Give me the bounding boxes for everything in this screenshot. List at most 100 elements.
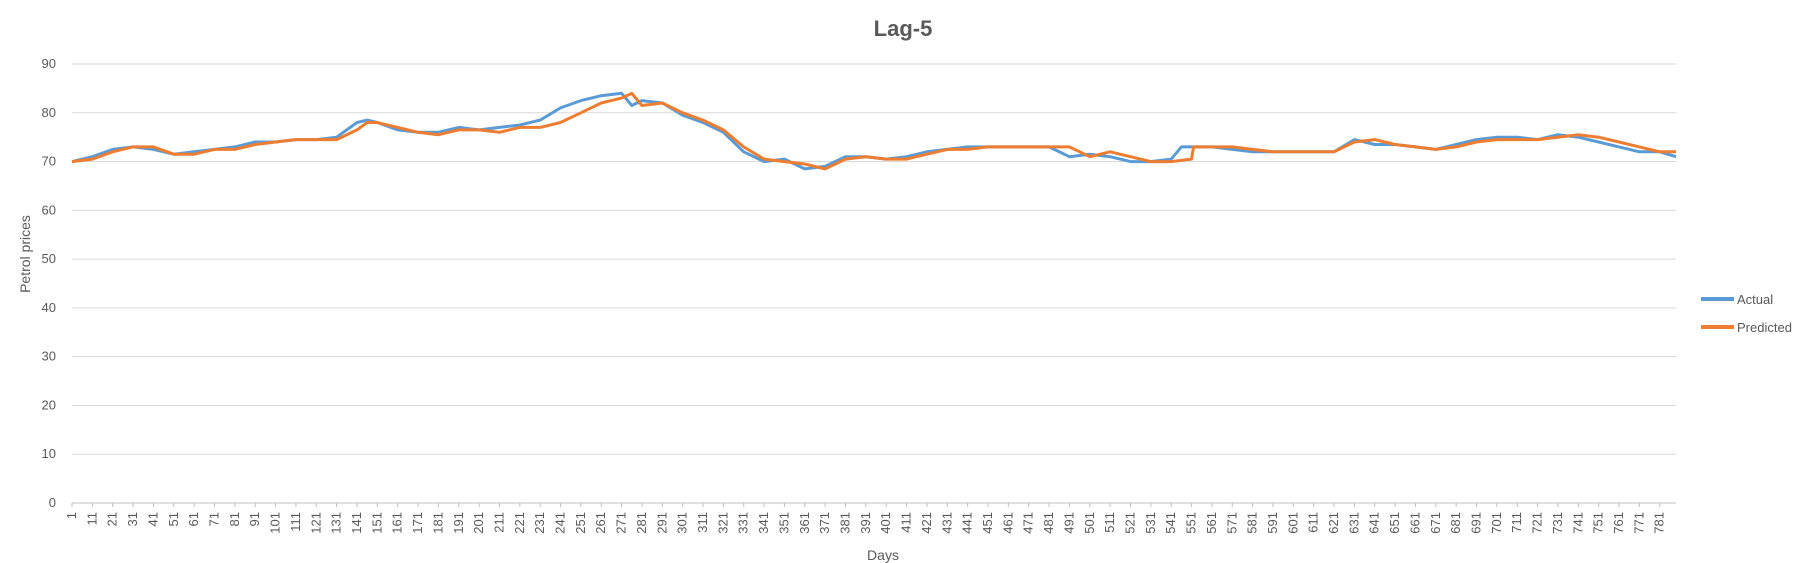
y-tick-label: 80 <box>42 105 56 120</box>
x-tick-label: 371 <box>817 512 832 534</box>
legend-label-actual: Actual <box>1737 292 1773 307</box>
gridlines <box>72 63 1676 504</box>
y-tick-label: 0 <box>49 495 56 510</box>
x-tick-label: 231 <box>532 512 547 534</box>
series-line-predicted <box>71 91 1676 171</box>
x-tick-label: 201 <box>471 512 486 534</box>
x-tick-label: 631 <box>1346 512 1361 534</box>
x-tick-label: 581 <box>1245 512 1260 534</box>
x-tick-label: 351 <box>776 512 791 534</box>
x-tick-label: 281 <box>634 512 649 534</box>
y-tick-label: 70 <box>42 154 56 169</box>
x-tick-label: 111 <box>288 512 303 532</box>
series-lines <box>71 91 1677 171</box>
x-tick-label: 131 <box>329 512 344 534</box>
chart-title: Lag-5 <box>874 16 933 41</box>
x-tick-label: 591 <box>1265 512 1280 534</box>
x-tick-label: 501 <box>1082 512 1097 534</box>
x-tick-label: 181 <box>430 512 445 534</box>
x-tick-label: 641 <box>1367 512 1382 534</box>
x-tick-label: 91 <box>247 512 262 526</box>
y-axis-ticks: 0 10 20 30 40 50 60 70 80 90 <box>42 56 56 510</box>
x-tick-label: 621 <box>1326 512 1341 534</box>
x-tick-label: 731 <box>1550 512 1565 534</box>
x-tick-label: 161 <box>390 512 405 534</box>
x-tick-label: 301 <box>675 512 690 534</box>
x-tick-label: 41 <box>145 512 160 526</box>
x-tick-label: 101 <box>268 512 283 534</box>
x-tick-label: 531 <box>1143 512 1158 534</box>
x-tick-label: 151 <box>369 512 384 534</box>
x-tick-label: 381 <box>838 512 853 534</box>
x-tick-label: 451 <box>980 512 995 534</box>
y-tick-label: 50 <box>42 251 56 266</box>
x-tick-label: 561 <box>1204 512 1219 534</box>
x-tick-label: 221 <box>512 512 527 534</box>
x-tick-label: 701 <box>1489 512 1504 534</box>
x-tick-label: 711 <box>1509 512 1524 533</box>
x-tick-label: 431 <box>939 512 954 534</box>
x-tick-label: 331 <box>736 512 751 534</box>
y-tick-label: 30 <box>42 349 56 364</box>
y-tick-label: 20 <box>42 397 56 412</box>
x-tick-label: 481 <box>1041 512 1056 534</box>
x-tick-label: 491 <box>1061 512 1076 534</box>
x-tick-label: 741 <box>1570 512 1585 534</box>
x-tick-label: 441 <box>960 512 975 534</box>
x-tick-label: 411 <box>899 512 914 533</box>
x-tick-label: 291 <box>654 512 669 534</box>
x-tick-label: 11 <box>84 512 99 526</box>
x-tick-label: 61 <box>186 512 201 526</box>
y-tick-label: 60 <box>42 202 56 217</box>
x-tick-label: 341 <box>756 512 771 534</box>
x-tick-label: 461 <box>1000 512 1015 534</box>
x-tick-label: 721 <box>1530 512 1545 534</box>
x-tick-label: 661 <box>1407 512 1422 534</box>
x-tick-label: 571 <box>1224 512 1239 534</box>
x-tick-label: 121 <box>308 512 323 534</box>
x-tick-label: 31 <box>125 512 140 526</box>
x-tick-label: 511 <box>1102 512 1117 533</box>
legend: Actual Predicted <box>1701 292 1792 335</box>
x-tick-label: 251 <box>573 512 588 534</box>
x-tick-label: 551 <box>1184 512 1199 534</box>
x-tick-label: 81 <box>227 512 242 526</box>
x-tick-label: 611 <box>1306 512 1321 533</box>
x-tick-label: 191 <box>451 512 466 534</box>
x-axis-title: Days <box>867 547 899 563</box>
x-tick-label: 1 <box>64 512 79 519</box>
x-tick-label: 471 <box>1021 512 1036 534</box>
x-tick-label: 541 <box>1163 512 1178 534</box>
y-tick-label: 40 <box>42 300 56 315</box>
x-tick-label: 691 <box>1469 512 1484 534</box>
x-tick-label: 361 <box>797 512 812 534</box>
x-tick-label: 311 <box>695 512 710 533</box>
legend-label-predicted: Predicted <box>1737 320 1792 335</box>
x-tick-label: 51 <box>166 512 181 526</box>
x-tick-label: 401 <box>878 512 893 534</box>
x-tick-label: 671 <box>1428 512 1443 534</box>
x-tick-label: 681 <box>1448 512 1463 534</box>
x-tick-label: 751 <box>1591 512 1606 534</box>
x-tick-label: 261 <box>593 512 608 534</box>
x-tick-label: 321 <box>715 512 730 534</box>
x-axis-ticks: 1 11 21 31 41 51 61 71 81 91 101 111 121 131 141 151 161… <box>64 503 1667 534</box>
y-axis-title: Petrol prices <box>17 215 33 293</box>
x-tick-label: 601 <box>1285 512 1300 534</box>
x-tick-label: 141 <box>349 512 364 534</box>
x-tick-label: 241 <box>553 512 568 534</box>
x-tick-label: 521 <box>1122 512 1137 534</box>
x-tick-label: 771 <box>1631 512 1646 534</box>
x-tick-label: 211 <box>491 512 506 533</box>
x-tick-label: 761 <box>1611 512 1626 534</box>
x-tick-label: 271 <box>614 512 629 534</box>
x-tick-label: 21 <box>105 512 120 526</box>
x-tick-label: 71 <box>206 512 221 526</box>
y-tick-label: 90 <box>42 56 56 71</box>
x-tick-label: 171 <box>410 512 425 534</box>
y-tick-label: 10 <box>42 446 56 461</box>
x-tick-label: 391 <box>858 512 873 534</box>
x-tick-label: 421 <box>919 512 934 534</box>
x-tick-label: 651 <box>1387 512 1402 534</box>
